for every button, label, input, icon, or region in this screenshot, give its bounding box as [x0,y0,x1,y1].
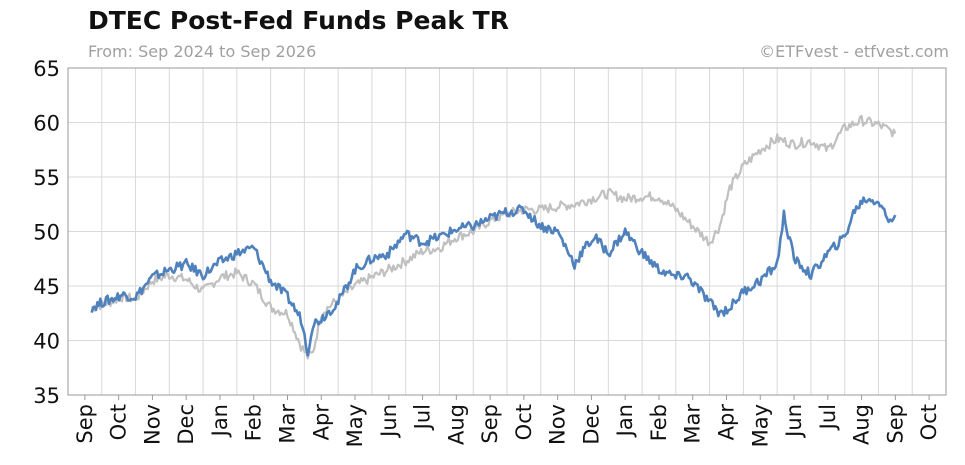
x-tick-label: Dec [579,404,603,445]
x-tick-label: Jan [208,404,232,438]
x-tick-label: May [748,404,772,447]
x-tick-label: Aug [850,404,874,445]
chart-title: DTEC Post-Fed Funds Peak TR [88,6,509,35]
x-tick-label: Jul [411,404,435,431]
x-tick-label: Feb [242,404,266,441]
y-tick-label: 45 [33,275,60,299]
x-tick-label: Apr [309,404,333,441]
x-tick-label: Jun [377,404,401,439]
x-tick-label: Oct [512,404,536,440]
chart-subtitle: From: Sep 2024 to Sep 2026 [88,42,317,61]
x-tick-label: Oct [917,404,941,440]
x-tick-label: Nov [546,404,570,445]
x-tick-label: Aug [444,404,468,445]
y-tick-label: 60 [33,112,60,136]
y-tick-label: 35 [33,384,60,408]
series-line-blue [90,196,897,357]
x-tick-label: Nov [140,404,164,445]
x-tick-label: Jul [816,404,840,431]
series-line-gray [90,114,897,360]
y-tick-label: 50 [33,221,60,245]
x-tick-label: Sep [73,404,97,444]
x-tick-label: Jun [782,404,806,439]
y-tick-label: 55 [33,166,60,190]
x-tick-label: Mar [276,404,300,444]
x-tick-label: May [343,404,367,447]
x-tick-label: Mar [681,404,705,444]
y-tick-label: 65 [33,57,60,81]
x-tick-label: Sep [883,404,907,444]
y-tick-label: 40 [33,330,60,354]
x-tick-label: Jan [613,404,637,438]
x-tick-label: Apr [715,404,739,441]
x-tick-label: Oct [107,404,131,440]
plot-frame [67,67,947,396]
x-tick-label: Feb [647,404,671,441]
x-tick-label: Sep [478,404,502,444]
chart-credit: ©ETFvest - etfvest.com [759,42,949,61]
x-tick-label: Dec [174,404,198,445]
